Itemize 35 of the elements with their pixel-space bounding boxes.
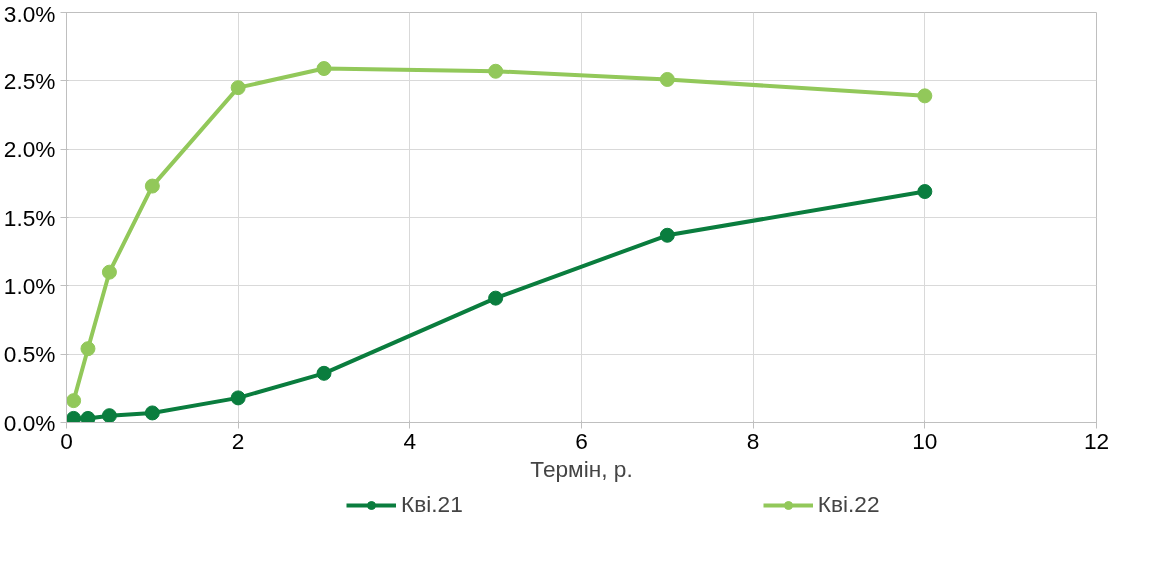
point: [316, 365, 332, 381]
y-tick-label: 1.0%: [3, 272, 56, 299]
point: [917, 88, 933, 104]
legend-label: Кві.21: [401, 491, 463, 518]
point: [316, 61, 332, 77]
x-tick-label: 0: [60, 427, 73, 454]
y-tick-label: 2.5%: [3, 67, 56, 94]
x-tick-label: 4: [403, 427, 417, 454]
point: [66, 393, 82, 409]
y-tick-label: 0.0%: [3, 409, 56, 436]
legend-label: Кві.22: [817, 491, 880, 518]
y-tick-label: 3.0%: [3, 0, 56, 27]
y-tick-label: 1.5%: [3, 204, 56, 231]
x-axis-title: Термін, р.: [530, 455, 633, 482]
x-tick-label: 2: [231, 427, 245, 454]
y-tick-label: 0.5%: [3, 341, 56, 368]
point: [230, 390, 246, 406]
point: [66, 410, 82, 423]
x-tick-label: 12: [1083, 427, 1110, 454]
point: [917, 184, 933, 200]
point: [80, 341, 96, 357]
point: [659, 71, 675, 87]
y-tick-label: 2.0%: [3, 136, 56, 163]
point: [659, 227, 675, 243]
point: [488, 63, 504, 79]
x-tick-label: 10: [912, 427, 938, 454]
point: [488, 290, 504, 306]
point: [144, 405, 160, 421]
x-tick-label: 6: [575, 427, 588, 454]
point: [101, 264, 117, 280]
point: [230, 80, 246, 96]
point: [144, 178, 160, 194]
point: [101, 408, 117, 423]
x-tick-label: 8: [746, 427, 760, 454]
point: [80, 410, 96, 423]
